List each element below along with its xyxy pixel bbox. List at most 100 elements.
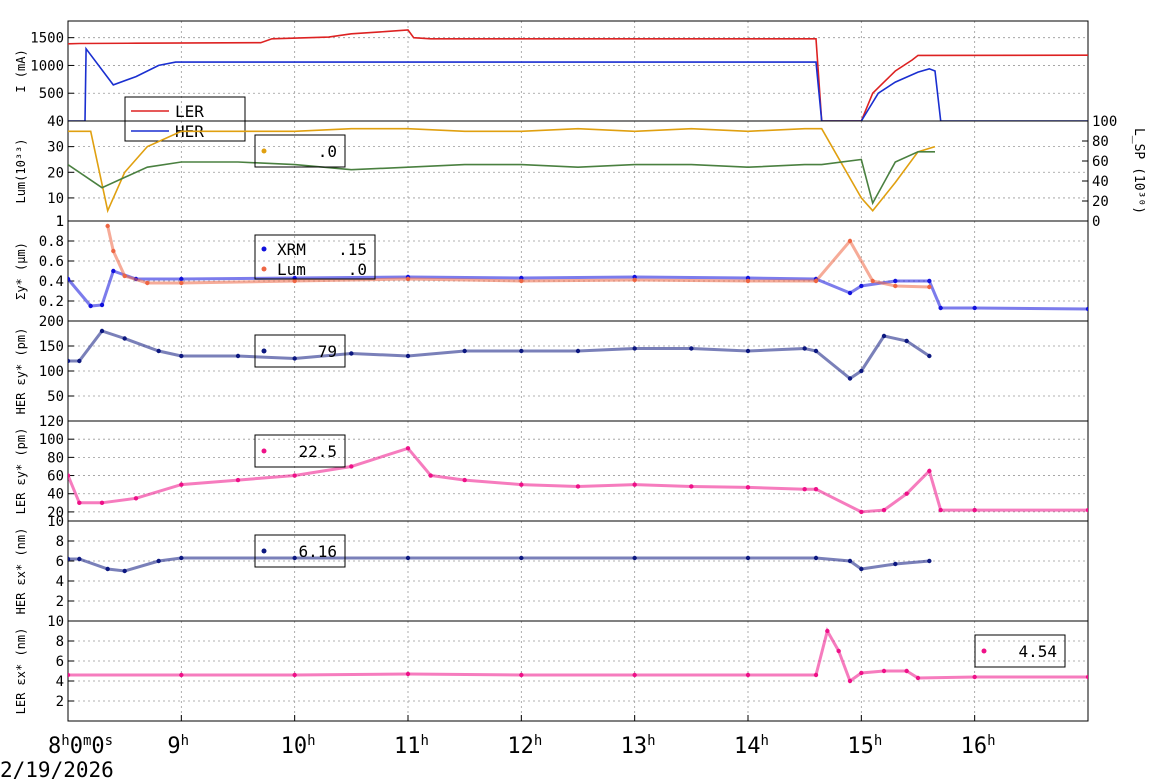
y-tick-label: 6 — [56, 654, 64, 670]
series-sigma_y-0 — [68, 268, 1088, 312]
legend-swatch — [261, 148, 267, 154]
y-tick-label: 40 — [47, 487, 64, 503]
y2-tick-label: 0 — [1092, 214, 1100, 230]
y-tick-label: 10 — [47, 191, 64, 207]
y-axis-label: LER εy* (pm) — [14, 428, 28, 515]
y-tick-label: 2 — [56, 594, 64, 610]
legend-box — [254, 534, 346, 568]
x-tick-label: 10h — [281, 733, 316, 759]
y-tick-label: 6 — [56, 554, 64, 570]
y2-tick-label: 40 — [1092, 174, 1109, 190]
x-axis-date: 2/19/2026 — [0, 758, 114, 782]
series-line-luminosity-0 — [68, 127, 936, 214]
y-tick-label: 0.4 — [39, 274, 64, 290]
y-tick-label: 20 — [47, 505, 64, 521]
y-tick-label: 1500 — [30, 31, 64, 47]
series-trend — [106, 225, 930, 289]
panel-frame — [67, 520, 1089, 622]
series-trend — [68, 329, 931, 381]
series-line-her — [68, 46, 1088, 121]
y-tick-label: 4 — [56, 674, 64, 690]
y2-tick-label: 80 — [1092, 134, 1109, 150]
legend-label: XRM — [277, 240, 306, 259]
y-tick-label: 500 — [39, 86, 64, 102]
panel-frame — [67, 620, 1089, 722]
y-tick-label: 0.8 — [39, 234, 64, 250]
panel-frame — [67, 420, 1089, 522]
y-axis-label: HER εy* (pm) — [14, 328, 28, 415]
legend-swatch — [261, 548, 267, 554]
legend-value: .15 — [338, 240, 367, 259]
y2-tick-label: 100 — [1092, 114, 1117, 130]
legend-box — [254, 434, 346, 468]
legend-value: 4.54 — [1018, 642, 1057, 661]
x-tick-label: 9h — [167, 733, 189, 759]
y-tick-label: 100 — [39, 364, 64, 380]
legend-swatch — [261, 266, 267, 272]
y-axis-label: LER εx* (nm) — [14, 628, 28, 715]
legend-swatch — [261, 448, 267, 454]
panel-her_eps_x: 2 4 6 8 HER εx* (nm) 6.16 — [14, 520, 1089, 622]
series-trend — [68, 556, 930, 573]
y-tick-label: 8 — [56, 634, 64, 650]
x-tick-label: 14h — [734, 733, 769, 759]
y-tick-label: 1 — [56, 214, 64, 230]
x-tick-label: 13h — [621, 733, 656, 759]
y-tick-label: 30 — [47, 140, 64, 156]
series-line-luminosity-1 — [68, 151, 935, 206]
y-tick-label: 10 — [47, 614, 64, 630]
legend-box — [254, 234, 376, 280]
x-tick-label: 16h — [961, 733, 996, 759]
legend-box — [254, 134, 346, 168]
legend-value: 22.5 — [298, 442, 337, 461]
y-axis-label: Lum(10³³) — [14, 138, 28, 203]
legend-swatch — [981, 648, 987, 654]
y-tick-label: 1 — [56, 214, 64, 230]
y-tick-label: 100 — [39, 432, 64, 448]
panel-luminosity: 1 10 20 30 40 Lum(10³³) 0 20 40 60 80 100 L_SP (10³⁰… — [14, 114, 1146, 230]
x-tick-label: 11h — [394, 733, 429, 759]
y-axis-label: Σy* (μm) — [14, 242, 28, 300]
y-tick-label: 60 — [47, 469, 64, 485]
legend-ler_eps_x: 4.54 — [974, 634, 1066, 668]
x-tick-label: 8h0m0s — [48, 733, 113, 759]
y-axis-label: HER εx* (nm) — [14, 528, 28, 615]
legend-box — [124, 96, 246, 142]
legend-value: 79 — [318, 342, 337, 361]
legend-box — [254, 334, 346, 368]
y-axis-label: I (mA) — [14, 49, 28, 92]
legend-swatch — [261, 246, 267, 252]
y-tick-label: 50 — [47, 389, 64, 405]
panel-her_eps_y: 50 100 150 200 HER εy* (pm) 79 — [14, 314, 1089, 422]
y2-tick-label: 20 — [1092, 194, 1109, 210]
legend-label: LER — [175, 102, 204, 121]
y-tick-label: 10 — [47, 514, 64, 530]
series-trend — [68, 627, 1088, 684]
legend-box — [974, 634, 1066, 668]
series-line-ler — [68, 29, 1088, 121]
y-tick-label: 2 — [56, 694, 64, 710]
legend-her_eps_x: 6.16 — [254, 534, 346, 568]
y-tick-label: 1000 — [30, 58, 64, 74]
legend-her_eps_y: 79 — [254, 334, 346, 368]
legend-label: Lum — [277, 260, 306, 279]
y-tick-label: 0.6 — [39, 254, 64, 270]
panel-frame — [67, 220, 1089, 322]
panel-ler_eps_x: 2 4 6 8 10 LER εx* (nm) 4.54 — [14, 614, 1089, 722]
y2-axis-label: L_SP (10³⁰) — [1131, 128, 1146, 214]
y-tick-label: 150 — [39, 339, 64, 355]
y2-tick-label: 60 — [1092, 154, 1109, 170]
y-tick-label: 80 — [47, 450, 64, 466]
y-tick-label: 120 — [39, 414, 64, 430]
y-tick-label: 0.2 — [39, 294, 64, 310]
y-tick-label: 20 — [47, 165, 64, 181]
x-tick-label: 15h — [847, 733, 882, 759]
y-tick-label: 200 — [39, 314, 64, 330]
series-trend — [68, 269, 1088, 311]
legend-value: .0 — [348, 260, 367, 279]
panel-sigma_y: 0.2 0.4 0.6 0.8 1 Σy* (μm) XRM .15 Lum .0 — [14, 214, 1089, 322]
